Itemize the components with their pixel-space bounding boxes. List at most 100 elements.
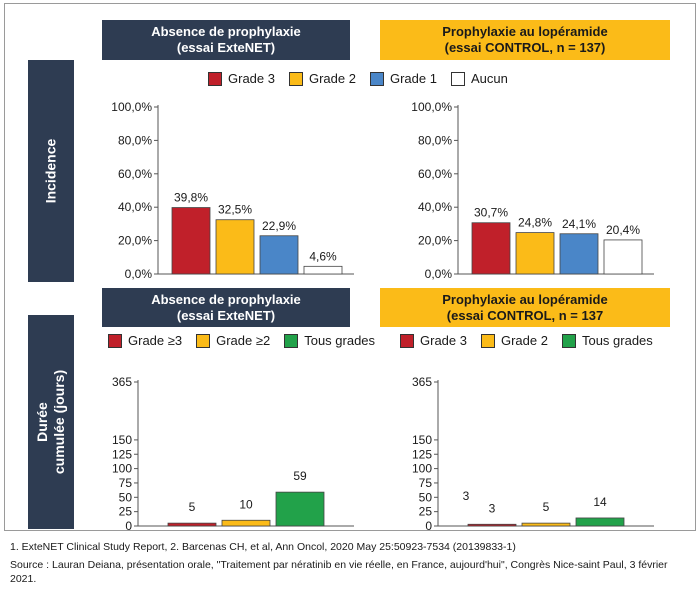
legend-item: Grade ≥2 [196, 333, 270, 348]
header-top-left: Absence de prophylaxie (essai ExteNET) [102, 20, 350, 60]
bar [467, 523, 517, 527]
footnote-references: 1. ExteNET Clinical Study Report, 2. Bar… [10, 541, 516, 553]
legend-item: Tous grades [561, 333, 653, 348]
legend-item: Grade 1 [369, 71, 437, 86]
bar-value-label: 39,8% [174, 191, 208, 205]
y-tick-label: 20,0% [418, 234, 452, 248]
bar-value-label: 14 [593, 495, 607, 509]
bar-value-label: 10 [239, 497, 253, 511]
bar-value-label: 3 [489, 501, 496, 515]
y-tick-label: 75 [119, 476, 133, 490]
header-top-right-line1: Prophylaxie au lopéramide [442, 24, 608, 39]
bar-value-label: 24,8% [518, 216, 552, 230]
bar [521, 522, 571, 527]
header-top-right: Prophylaxie au lopéramide (essai CONTROL… [380, 20, 670, 60]
header-bottom-right-line2: (essai CONTROL, n = 137 [446, 307, 604, 323]
legend-item: Grade 2 [288, 71, 356, 86]
legend-item: Grade 3 [208, 71, 275, 86]
header-bottom-left-line1: Absence de prophylaxie [151, 291, 301, 307]
bar-value-label: 5 [189, 500, 196, 514]
bar [215, 219, 255, 275]
bar-value-label: 24,1% [562, 217, 596, 231]
header-bottom-right-line1: Prophylaxie au lopéramide [442, 291, 608, 307]
bar-value-label: 32,5% [218, 203, 252, 217]
y-tick-label: 365 [112, 375, 132, 389]
bar [559, 233, 599, 275]
bar-value-label: 30,7% [474, 206, 508, 220]
bar [221, 519, 271, 527]
y-tick-label: 40,0% [418, 200, 452, 214]
legend-label: Grade ≥3 [128, 333, 183, 348]
legend-swatch [284, 333, 299, 348]
legend-swatch [108, 333, 122, 348]
y-tick-label: 100 [112, 462, 132, 476]
legend-label: Grade 2 [308, 71, 356, 86]
y-tick-label: 100,0% [111, 100, 152, 114]
legend-label: Grade ≥2 [216, 333, 271, 348]
header-top-left-line2: (essai ExteNET) [176, 40, 276, 55]
bar [167, 522, 217, 527]
side-label-incidence: Incidence [28, 60, 74, 282]
bar-value-label: 4,6% [309, 249, 337, 263]
y-tick-label: 50 [119, 490, 133, 504]
bar [471, 222, 511, 275]
bar-value-label: 20,4% [606, 223, 640, 237]
side-label-duree: Durée cumulée (jours) [28, 315, 74, 529]
side-label-duree-line1: Durée [34, 402, 50, 442]
header-bottom-right: Prophylaxie au lopéramide (essai CONTROL… [380, 288, 670, 327]
y-tick-label: 40,0% [118, 200, 152, 214]
legend-swatch [369, 71, 384, 86]
legend-bottom-left: Grade ≥3 Grade ≥2 Tous grades [108, 333, 389, 348]
legend-item: Tous grades [284, 333, 375, 348]
legend-label: Aucun [470, 71, 508, 86]
y-tick-label: 60,0% [118, 167, 152, 181]
legend-swatch [196, 333, 211, 348]
figure-border [4, 3, 696, 531]
legend-label: Grade 3 [420, 333, 467, 348]
bar [515, 232, 555, 275]
legend-swatch [400, 333, 414, 348]
legend-swatch [288, 71, 303, 86]
legend-item: Grade 2 [480, 333, 548, 348]
side-label-duree-text: Durée cumulée (jours) [34, 370, 68, 474]
bar-value-label: 59 [293, 469, 307, 483]
legend-label: Tous grades [581, 333, 653, 348]
y-tick-label: 125 [112, 447, 132, 461]
y-tick-label: 0,0% [125, 267, 153, 281]
y-tick-label: 80,0% [118, 133, 152, 147]
legend-label: Grade 3 [228, 71, 275, 86]
legend-swatch [450, 71, 465, 86]
y-tick-label: 150 [112, 433, 132, 447]
chart-incidence-extenet: 0,0% 20,0% 40,0% 60,0% 80,0% 100,0% 39,8% 32,5%… [111, 100, 354, 281]
legend-swatch [208, 71, 222, 86]
legend-bottom-right: Grade 3 Grade 2 Tous grades [400, 333, 667, 348]
legend-top: Grade 3 Grade 2 Grade 1 Aucun [208, 71, 522, 86]
y-tick-label: 20,0% [118, 234, 152, 248]
legend-label: Grade 1 [389, 71, 437, 86]
header-top-right-line2: (essai CONTROL, n = 137) [444, 40, 606, 55]
bar [275, 491, 325, 527]
bar [603, 239, 643, 275]
bar [303, 265, 343, 275]
header-bottom-left: Absence de prophylaxie (essai ExteNET) [102, 288, 350, 327]
legend-label: Tous grades [304, 333, 376, 348]
y-tick-label: 0 [125, 519, 132, 533]
y-tick-label: 365 [412, 375, 432, 389]
y-tick-label: 50 [419, 490, 433, 504]
legend-swatch [561, 333, 576, 348]
bar [171, 207, 211, 275]
y-tick-label: 100,0% [411, 100, 452, 114]
legend-item: Grade ≥3 [108, 333, 182, 348]
y-tick-label: 75 [419, 476, 433, 490]
footnotes: 1. ExteNET Clinical Study Report, 2. Bar… [10, 540, 690, 590]
y-tick-label: 0,0% [425, 267, 453, 281]
legend-item: Grade 3 [400, 333, 467, 348]
bar-value-label: 22,9% [262, 219, 296, 233]
legend-swatch [480, 333, 495, 348]
legend-label: Grade 2 [500, 333, 548, 348]
annotation-label: 3 [463, 489, 470, 503]
bar-value-label: 5 [543, 500, 550, 514]
